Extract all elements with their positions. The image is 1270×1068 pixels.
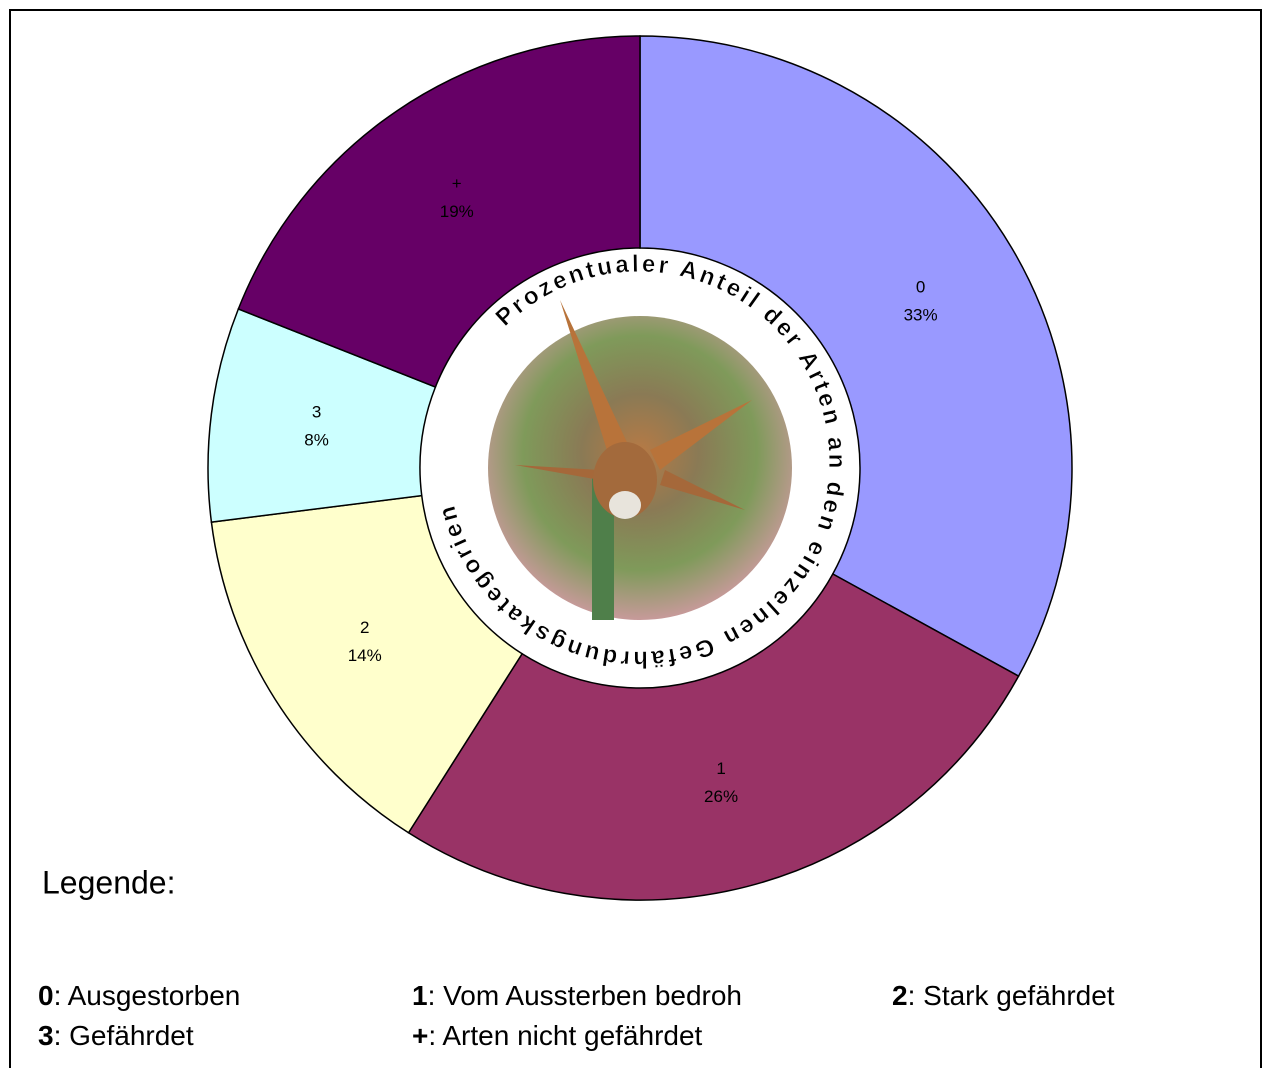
data-label-value: 33% <box>904 306 938 325</box>
legend-key: + <box>412 1020 428 1051</box>
legend-text: : Stark gefährdet <box>908 980 1115 1011</box>
legend-entry: +: Arten nicht gefährdet <box>412 1020 703 1051</box>
data-label-value: 8% <box>304 431 329 450</box>
data-label-value: 26% <box>704 787 738 806</box>
legend-key: 1 <box>412 980 428 1011</box>
legend-entry: 2: Stark gefährdet <box>892 980 1115 1011</box>
data-label-category: 2 <box>360 618 369 637</box>
data-label-category: 1 <box>716 759 725 778</box>
data-label-category: + <box>452 174 462 193</box>
legend-entry: 0: Ausgestorben <box>38 980 240 1011</box>
legend-text: : Arten nicht gefährdet <box>428 1020 702 1051</box>
data-label-value: 19% <box>440 202 474 221</box>
legend-key: 2 <box>892 980 908 1011</box>
legend-title: Legende: <box>42 864 175 900</box>
legend-text: : Vom Aussterben bedroh <box>428 980 742 1011</box>
legend-entry: 3: Gefährdet <box>38 1020 194 1051</box>
legend-text: : Ausgestorben <box>54 980 241 1011</box>
legend-text: : Gefährdet <box>54 1020 194 1051</box>
legend-key: 3 <box>38 1020 54 1051</box>
data-label-value: 14% <box>348 646 382 665</box>
chart: 033%126%214%38%+19% Prozentualer Anteil … <box>0 0 1270 1068</box>
legend-entry: 1: Vom Aussterben bedroh <box>412 980 742 1011</box>
legend-key: 0 <box>38 980 54 1011</box>
data-label-category: 0 <box>916 278 925 297</box>
data-label-category: 3 <box>312 403 321 422</box>
